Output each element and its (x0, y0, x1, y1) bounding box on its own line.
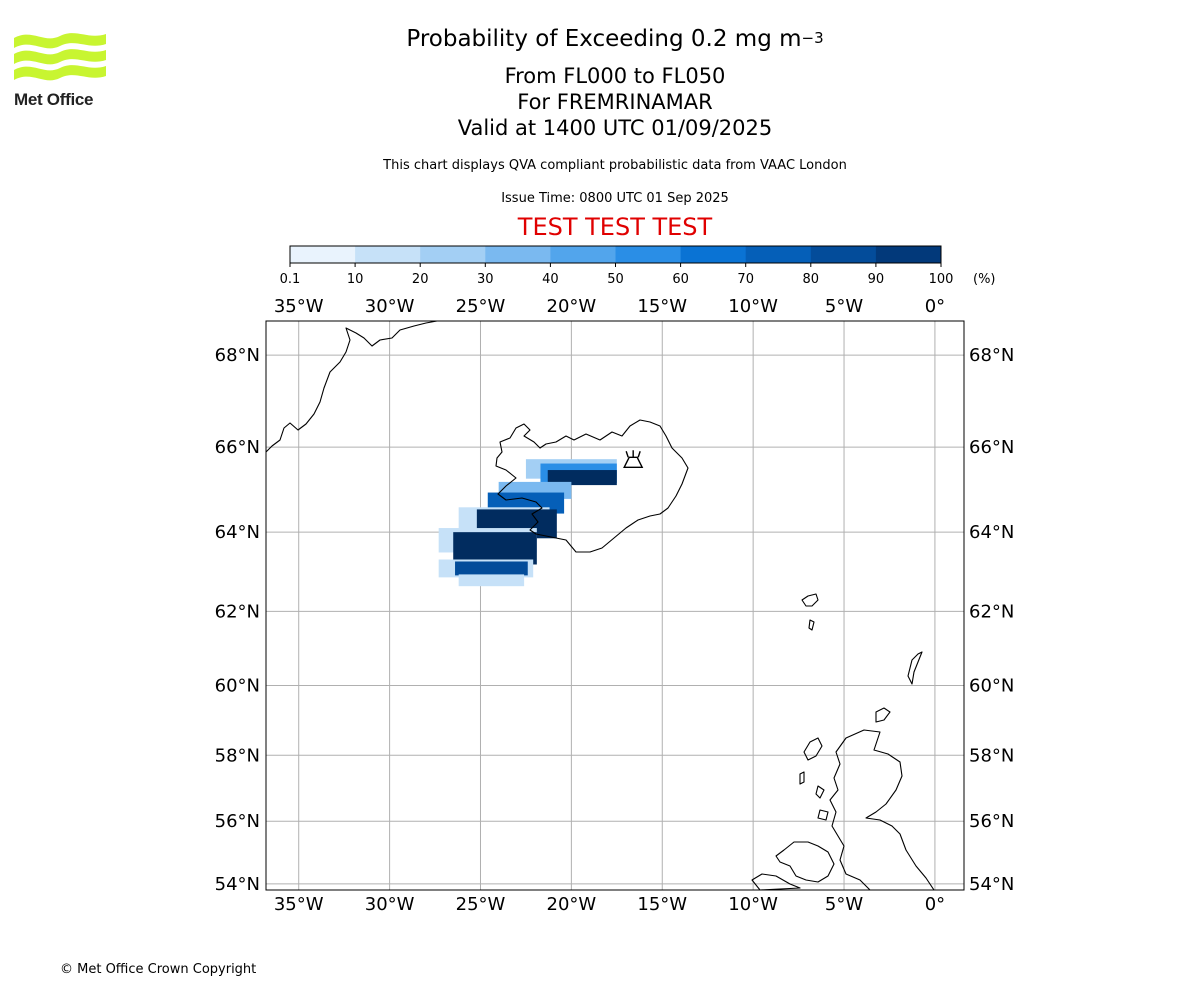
colorbar-tick-label: 40 (542, 272, 559, 287)
met-office-logo-text: Met Office (14, 90, 94, 109)
colorbar-tick-label: 10 (347, 272, 364, 287)
issue-time: Issue Time: 0800 UTC 01 Sep 2025 (501, 191, 729, 206)
right-latitude-label: 66°N (969, 437, 1014, 458)
chart-subtitle: This chart displays QVA compliant probab… (383, 158, 847, 173)
chart-title: Probability of Exceeding 0.2 mg m−3 (406, 26, 824, 52)
top-longitude-label: 25°W (456, 296, 506, 317)
colorbar-tick-label: 100 (929, 272, 954, 287)
colorbar-tick-label: 20 (412, 272, 429, 287)
ash-plume (438, 459, 617, 587)
right-latitude-label: 54°N (969, 874, 1014, 895)
met-office-waves-icon (14, 33, 106, 81)
bottom-longitude-label: 10°W (728, 894, 778, 915)
gridlines (266, 321, 964, 890)
flight-level-range: From FL000 to FL050 (504, 64, 726, 88)
colorbar: 0.1 10 20 30 40 50 60 70 80 90 100 (%) (280, 245, 996, 287)
ireland-south-coast (751, 873, 801, 891)
top-longitude-label: 30°W (365, 296, 415, 317)
bottom-longitude-label: 35°W (274, 894, 324, 915)
greenland-coast (265, 320, 438, 453)
colorbar-segment (420, 246, 486, 263)
bottom-longitude-label: 30°W (365, 894, 415, 915)
hebrides-coast (799, 737, 829, 821)
test-banner: TEST TEST TEST (517, 213, 713, 241)
left-latitude-label: 64°N (215, 522, 260, 543)
right-latitude-label: 58°N (969, 745, 1014, 766)
top-longitude-label: 20°W (547, 296, 597, 317)
colorbar-segment (290, 246, 356, 263)
right-latitude-label: 64°N (969, 522, 1014, 543)
bottom-longitude-label: 0° (925, 894, 945, 915)
bottom-longitude-label: 25°W (456, 894, 506, 915)
iceland-coast (495, 419, 689, 553)
colorbar-segment (355, 246, 421, 263)
colorbar-segment (810, 246, 877, 263)
top-longitude-label: 5°W (825, 296, 863, 317)
coastlines (265, 320, 935, 891)
volcano-name: For FREMRINAMAR (517, 90, 713, 114)
colorbar-tick-label: 30 (477, 272, 494, 287)
left-latitude-label: 62°N (215, 601, 260, 622)
colorbar-tick-label: 60 (672, 272, 689, 287)
top-longitude-label: 10°W (728, 296, 778, 317)
left-latitude-label: 54°N (215, 874, 260, 895)
colorbar-segment (485, 246, 551, 263)
colorbar-tick-label: 50 (607, 272, 624, 287)
top-longitude-label: 35°W (274, 296, 324, 317)
colorbar-segment (745, 246, 812, 263)
shetland-coast (907, 651, 923, 685)
plume-cell (453, 532, 537, 565)
top-longitude-label: 15°W (637, 296, 687, 317)
plume-cell (455, 561, 528, 576)
valid-time: Valid at 1400 UTC 01/09/2025 (457, 116, 773, 140)
left-latitude-label: 56°N (215, 811, 260, 832)
ireland-coast (775, 841, 835, 883)
plume-cell (458, 574, 525, 587)
map-axes: 35°W 35°W 30°W 30°W 25°W 25°W 20°W 20°W 15°W 15°W… (215, 296, 1015, 915)
bottom-longitude-label: 5°W (825, 894, 863, 915)
orkney-coast (875, 707, 891, 723)
right-latitude-label: 56°N (969, 811, 1014, 832)
colorbar-segment (550, 246, 616, 263)
colorbar-tick-label: 0.1 (280, 272, 301, 287)
right-latitude-label: 68°N (969, 345, 1014, 366)
top-longitude-label: 0° (925, 296, 945, 317)
met-office-logo: Met Office (14, 30, 110, 110)
colorbar-segment (875, 246, 942, 263)
faroe-islands-coast (801, 593, 819, 631)
right-latitude-label: 62°N (969, 601, 1014, 622)
plume-cell (547, 470, 617, 486)
left-latitude-label: 60°N (215, 675, 260, 696)
left-latitude-label: 68°N (215, 345, 260, 366)
left-latitude-label: 58°N (215, 745, 260, 766)
colorbar-tick-label: 70 (737, 272, 754, 287)
volcano-icon (623, 450, 644, 468)
great-britain-coast (829, 729, 935, 891)
colorbar-segment (615, 246, 682, 263)
bottom-longitude-label: 20°W (547, 894, 597, 915)
colorbar-segment (680, 246, 747, 263)
volcano-marker (623, 450, 644, 468)
right-latitude-label: 60°N (969, 675, 1014, 696)
bottom-longitude-label: 15°W (637, 894, 687, 915)
colorbar-tick-label: 80 (803, 272, 820, 287)
map-frame (265, 320, 965, 891)
copyright-notice: © Met Office Crown Copyright (60, 962, 257, 977)
colorbar-tick-label: 90 (868, 272, 885, 287)
left-latitude-label: 66°N (215, 437, 260, 458)
colorbar-unit: (%) (973, 272, 996, 287)
